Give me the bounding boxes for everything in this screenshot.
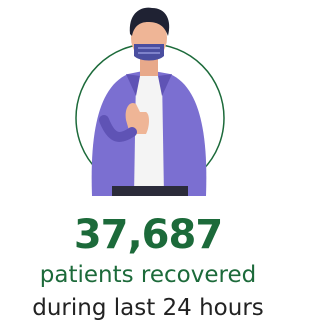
belt [112, 186, 188, 196]
illustration [0, 0, 296, 210]
neck [140, 58, 158, 76]
stat-caption: during last 24 hours [0, 295, 296, 321]
stat-caption: patients recovered [0, 262, 296, 288]
shirt [134, 76, 164, 196]
stat-card: 37,687 patients recovered during last 24… [0, 0, 296, 333]
stat-value: 37,687 [0, 212, 296, 258]
